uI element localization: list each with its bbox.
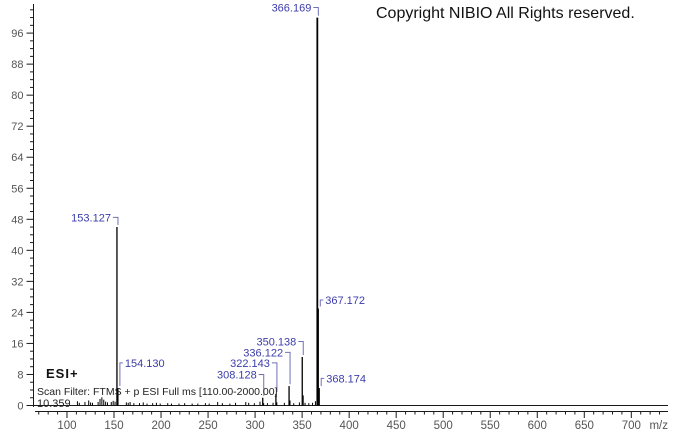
- y-tick-label: 96: [11, 28, 23, 40]
- x-tick-label: 200: [151, 420, 170, 432]
- retention-time-label: 10.359: [37, 398, 71, 410]
- peak-label-connector: [258, 373, 265, 396]
- y-tick-label: 88: [11, 59, 23, 71]
- x-tick-label: 500: [434, 420, 453, 432]
- y-tick-label: 64: [11, 152, 23, 164]
- x-tick-label: 650: [575, 420, 594, 432]
- x-tick-label: 250: [198, 420, 217, 432]
- peak-label: 153.127: [71, 212, 111, 224]
- x-tick-label: 600: [528, 420, 547, 432]
- peak-label-connector: [319, 299, 324, 307]
- peak-label: 336.122: [243, 347, 283, 359]
- y-tick-label: 0: [17, 401, 23, 413]
- x-tick-label: 300: [245, 420, 264, 432]
- x-tick-label: 550: [481, 420, 500, 432]
- peak-label: 367.172: [325, 295, 365, 307]
- y-tick-label: 16: [11, 338, 23, 350]
- y-axis: 0 8 16 24 32 40 48 56 64 72 80 88 96: [11, 4, 34, 413]
- y-tick-label: 48: [11, 214, 23, 226]
- x-tick-label: 350: [293, 420, 312, 432]
- y-tick-label: 72: [11, 121, 23, 133]
- scan-filter-label: Scan Filter: FTMS + p ESI Full ms [110.0…: [37, 386, 278, 398]
- x-tick-label: 700: [622, 420, 641, 432]
- y-tick-label: 80: [11, 90, 23, 102]
- ionization-mode-label: ESI+: [46, 366, 79, 381]
- peak-label: 154.130: [125, 358, 165, 370]
- x-tick-label: 450: [387, 420, 406, 432]
- peak-label: 308.128: [217, 369, 257, 381]
- peak-label-connector: [271, 362, 278, 392]
- y-tick-label: 40: [11, 245, 23, 257]
- y-tick-label: 32: [11, 276, 23, 288]
- peak-label-connector: [320, 377, 325, 387]
- x-tick-label: 150: [104, 420, 123, 432]
- peak-label-connector: [298, 340, 304, 356]
- peak-label: 322.143: [230, 358, 270, 370]
- peak-label-connector: [112, 216, 119, 226]
- y-tick-label: 8: [17, 369, 23, 381]
- peak-labels: 153.127 154.130 308.128322.143336.122350.1…: [71, 2, 366, 396]
- x-axis-title: m/z: [649, 420, 668, 432]
- y-tick-label: 56: [11, 183, 23, 195]
- x-axis: 100 150 200 250 300 350 400 450 500 550 600 650 700 m…: [33, 405, 668, 432]
- y-tick-label: 24: [11, 307, 23, 319]
- x-tick-label: 400: [340, 420, 359, 432]
- peak-label-connector: [285, 351, 291, 385]
- peak-label: 366.169: [272, 2, 312, 14]
- peak-label: 350.138: [256, 336, 296, 348]
- peak-label-connector: [119, 362, 123, 387]
- peak-label: 368.174: [326, 373, 366, 385]
- x-tick-label: 100: [57, 420, 76, 432]
- peaks: [76, 17, 320, 406]
- copyright-text: Copyright NIBIO All Rights reserved.: [376, 5, 635, 22]
- peak-label-connector: [313, 6, 319, 16]
